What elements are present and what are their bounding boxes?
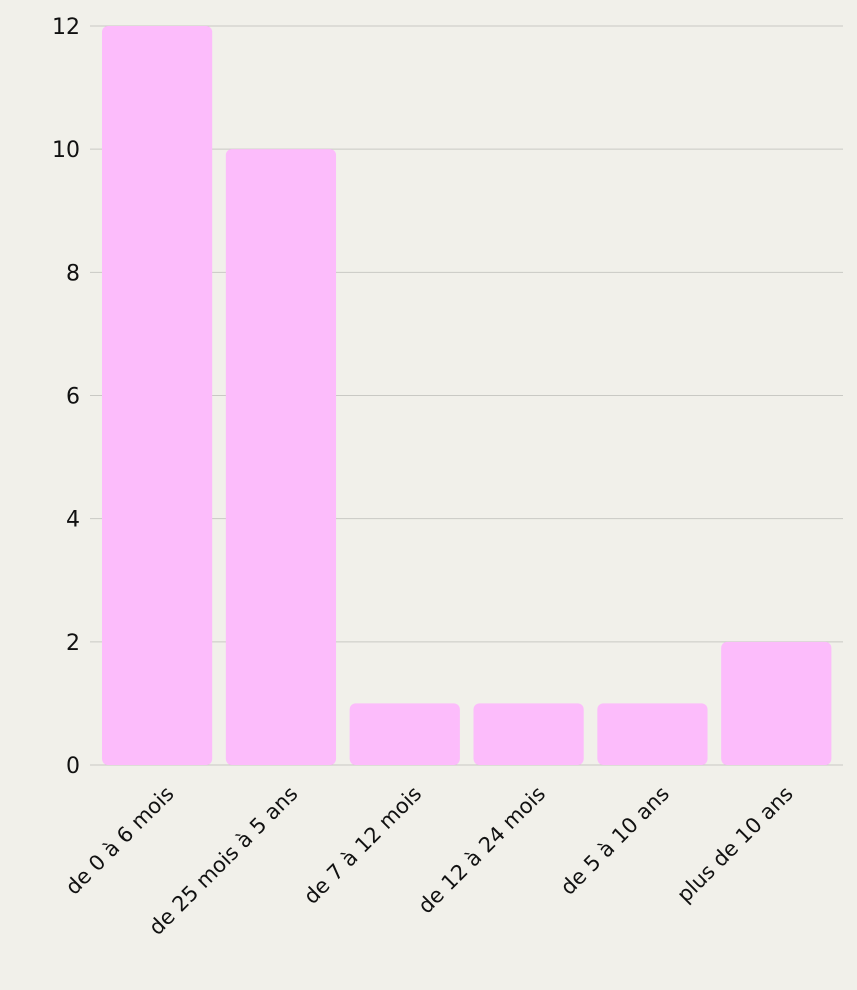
y-tick-label: 4: [66, 508, 80, 533]
gridlines: [90, 25, 843, 766]
y-tick-label: 0: [66, 754, 80, 779]
bars: [102, 26, 832, 765]
x-category-label: de 12 à 24 mois: [413, 782, 550, 919]
bar: [225, 149, 337, 765]
bar: [473, 703, 584, 765]
y-tick-label: 6: [66, 385, 80, 410]
x-category-label: de 0 à 6 mois: [61, 782, 179, 900]
x-category-label: de 5 à 10 ans: [556, 782, 674, 900]
bar: [721, 641, 832, 765]
y-tick-label: 8: [66, 261, 80, 286]
bar: [102, 26, 213, 765]
bar: [349, 703, 460, 765]
bar: [597, 703, 708, 765]
y-tick-label: 12: [52, 15, 80, 40]
y-axis-ticks: 0 2 4 6 8 10 12: [52, 15, 80, 779]
x-category-label: plus de 10 ans: [672, 782, 798, 908]
y-tick-label: 2: [66, 631, 80, 656]
x-category-label: de 7 à 12 mois: [299, 782, 426, 909]
y-tick-label: 10: [52, 138, 80, 163]
